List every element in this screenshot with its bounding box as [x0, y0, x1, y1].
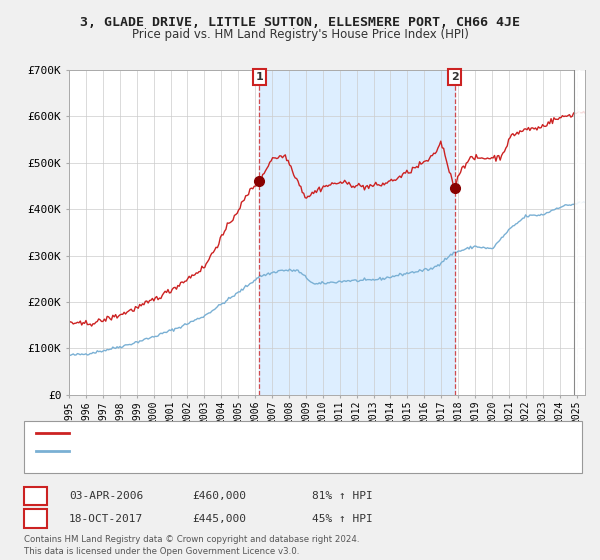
- Text: HPI: Average price, detached house, Cheshire West and Chester: HPI: Average price, detached house, Ches…: [76, 446, 396, 456]
- Text: Contains HM Land Registry data © Crown copyright and database right 2024.: Contains HM Land Registry data © Crown c…: [24, 535, 359, 544]
- Text: 81% ↑ HPI: 81% ↑ HPI: [312, 491, 373, 501]
- Text: 3, GLADE DRIVE, LITTLE SUTTON, ELLESMERE PORT, CH66 4JE (detached house): 3, GLADE DRIVE, LITTLE SUTTON, ELLESMERE…: [76, 428, 475, 438]
- Text: 2: 2: [32, 512, 39, 525]
- Text: 45% ↑ HPI: 45% ↑ HPI: [312, 514, 373, 524]
- Text: This data is licensed under the Open Government Licence v3.0.: This data is licensed under the Open Gov…: [24, 547, 299, 556]
- Text: 2: 2: [451, 72, 458, 82]
- Text: £460,000: £460,000: [192, 491, 246, 501]
- Text: 18-OCT-2017: 18-OCT-2017: [69, 514, 143, 524]
- Text: 1: 1: [256, 72, 263, 82]
- Text: 3, GLADE DRIVE, LITTLE SUTTON, ELLESMERE PORT, CH66 4JE: 3, GLADE DRIVE, LITTLE SUTTON, ELLESMERE…: [80, 16, 520, 29]
- Text: £445,000: £445,000: [192, 514, 246, 524]
- Text: 1: 1: [32, 489, 39, 503]
- Bar: [574, 70, 585, 395]
- Bar: [259, 70, 455, 395]
- Text: 03-APR-2006: 03-APR-2006: [69, 491, 143, 501]
- Text: Price paid vs. HM Land Registry's House Price Index (HPI): Price paid vs. HM Land Registry's House …: [131, 28, 469, 41]
